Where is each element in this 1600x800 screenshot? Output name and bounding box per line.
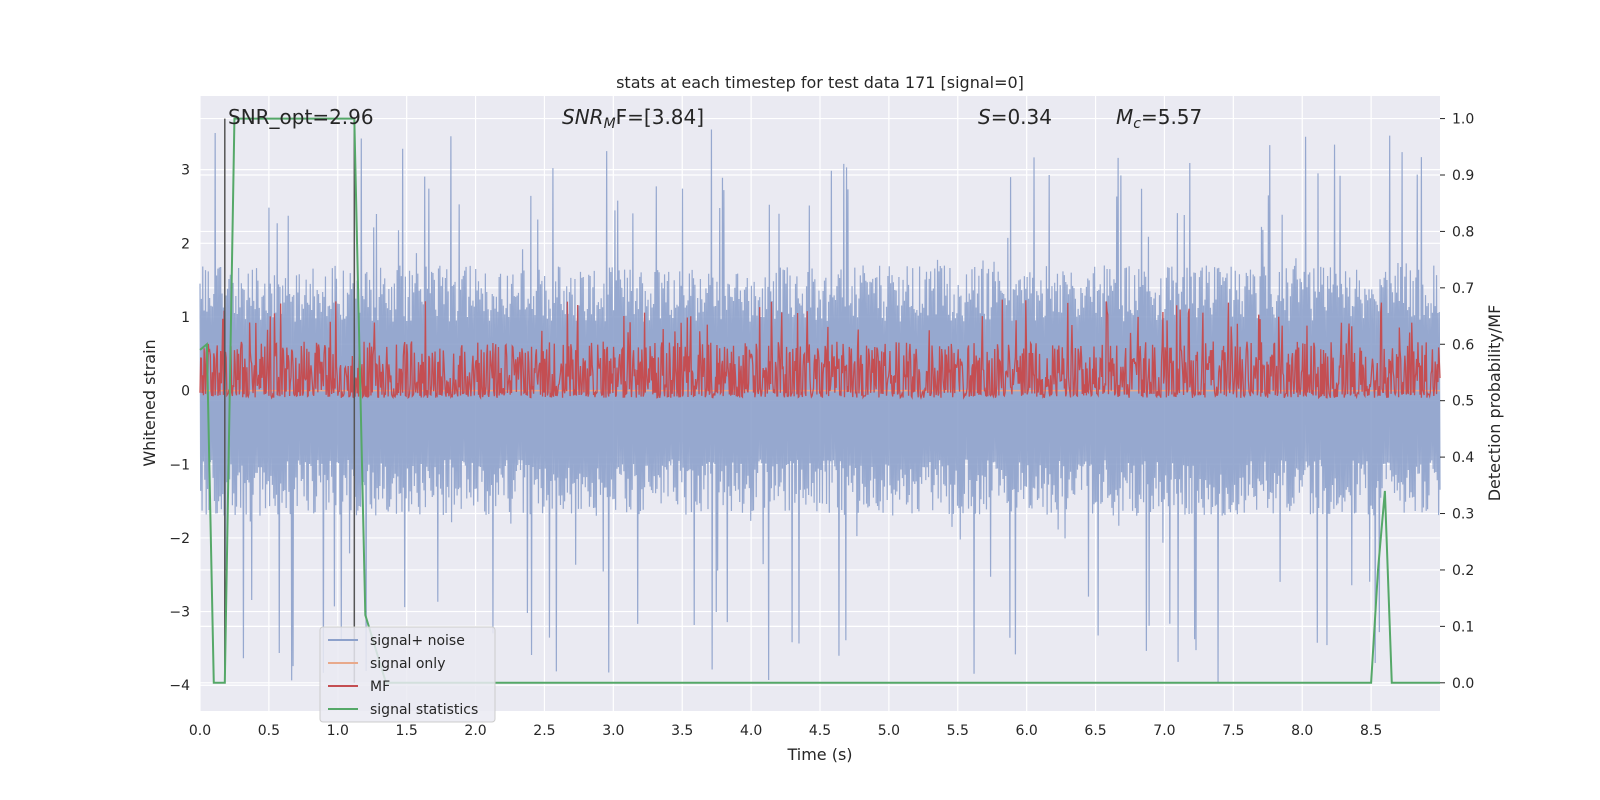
y-tick-label: −4 (169, 678, 190, 694)
signal-statistics-line (199, 117, 1440, 684)
x-tick-label: 3.5 (671, 723, 693, 739)
x-tick-label: 6.0 (1016, 723, 1038, 739)
x-axis-label: Time (s) (786, 745, 852, 764)
y2-tick-label: 0.8 (1452, 224, 1474, 240)
x-tick-label: 7.5 (1222, 723, 1244, 739)
legend-label-mf: MF (370, 679, 390, 695)
x-tick-label: 3.0 (602, 723, 624, 739)
x-tick-label: 1.5 (396, 723, 418, 739)
annotation-s: S=0.34 (978, 105, 1052, 129)
series-signal-statistics (199, 117, 1440, 684)
annotation-mc-symbol: M (1116, 105, 1133, 129)
y2-tick-label: 0.0 (1452, 676, 1474, 692)
x-tick-label: 7.0 (1153, 723, 1175, 739)
y-tick-label: −1 (169, 457, 190, 473)
x-tick-label: 1.0 (327, 723, 349, 739)
y2-tick-label: 0.9 (1452, 168, 1474, 184)
series-mf (199, 299, 1441, 400)
y-axis-label: Whitened strain (140, 339, 159, 466)
y-tick-label: 1 (181, 310, 190, 326)
y2-tick-label: 0.2 (1452, 563, 1474, 579)
x-tick-label: 0.5 (258, 723, 280, 739)
mf-line (199, 299, 1441, 400)
y-tick-label: −2 (169, 531, 190, 547)
x-tick-label: 2.5 (533, 723, 555, 739)
y2-tick-label: 0.5 (1452, 394, 1474, 410)
y2-axis-label: Detection probability/MF (1485, 305, 1504, 502)
x-tick-label: 6.5 (1084, 723, 1106, 739)
y2-axis-ticks: 0.0 0.1 0.2 0.3 0.4 0.5 0.6 0.7 0.8 0.9 1.0 (1440, 112, 1474, 692)
y-tick-label: −3 (169, 605, 190, 621)
y2-tick-label: 1.0 (1452, 112, 1474, 128)
annotation-s-value: =0.34 (991, 105, 1052, 129)
x-tick-label: 5.0 (878, 723, 900, 739)
y-tick-label: 2 (181, 236, 190, 252)
x-tick-label: 2.0 (464, 723, 486, 739)
y-tick-label: 0 (181, 384, 190, 400)
annotation-snr-mf-symbol: SNR (562, 105, 604, 129)
y2-tick-label: 0.1 (1452, 619, 1474, 635)
legend-label-signal-statistics: signal statistics (370, 702, 478, 718)
y2-tick-label: 0.3 (1452, 507, 1474, 523)
annotation-mc-subscript: c (1133, 116, 1141, 132)
x-tick-label: 5.5 (947, 723, 969, 739)
chart-title: stats at each timestep for test data 171… (616, 73, 1024, 92)
y2-tick-label: 0.7 (1452, 281, 1474, 297)
annotation-s-symbol: S (978, 105, 991, 129)
legend-label-signal-noise: signal+ noise (370, 633, 465, 649)
vertical-markers (224, 118, 356, 683)
y-axis-ticks: −4 −3 −2 −1 0 1 2 3 (169, 163, 190, 695)
annotation-snr-mf-value: F=[3.84] (616, 105, 704, 129)
x-tick-label: 4.0 (740, 723, 762, 739)
annotation-snr-opt: SNR_opt=2.96 (228, 105, 374, 129)
x-tick-label: 8.5 (1360, 723, 1382, 739)
annotation-snr-mf: SNRMF=[3.84] (562, 105, 704, 132)
legend-box (319, 626, 496, 723)
legend: signal+ noise signal only MF signal stat… (319, 626, 496, 723)
x-tick-label: 0.0 (189, 723, 211, 739)
x-tick-label: 4.5 (809, 723, 831, 739)
annotation-snr-mf-subscript: M (604, 116, 616, 132)
x-tick-label: 8.0 (1291, 723, 1313, 739)
x-axis-ticks: 0.0 0.5 1.0 1.5 2.0 2.5 3.0 3.5 4.0 4.5 5.0 5.5 6.0 6… (189, 723, 1382, 739)
legend-label-signal-only: signal only (370, 656, 445, 672)
annotation-mc: Mc=5.57 (1116, 105, 1202, 132)
y-tick-label: 3 (181, 163, 190, 179)
y2-tick-label: 0.4 (1452, 450, 1474, 466)
y2-tick-label: 0.6 (1452, 337, 1474, 353)
annotation-mc-value: =5.57 (1141, 105, 1202, 129)
